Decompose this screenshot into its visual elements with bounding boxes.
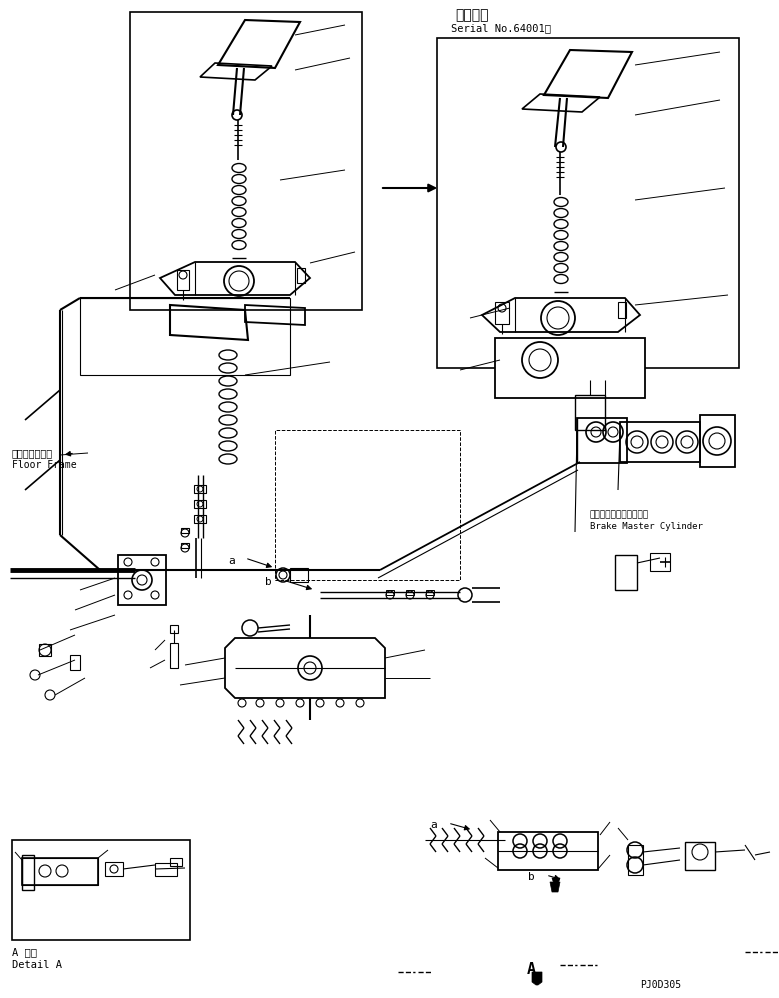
- Bar: [615, 555, 637, 590]
- Bar: [170, 643, 178, 668]
- Text: ブレーキマスタシリンダ: ブレーキマスタシリンダ: [590, 510, 649, 519]
- Text: Floor Frame: Floor Frame: [12, 460, 76, 470]
- Text: a: a: [228, 556, 234, 566]
- Bar: [575, 395, 605, 430]
- Bar: [118, 555, 166, 605]
- Bar: [12, 840, 190, 940]
- Text: Brake Master Cylinder: Brake Master Cylinder: [590, 522, 703, 531]
- Bar: [155, 863, 177, 876]
- Text: b: b: [528, 872, 534, 882]
- Bar: [105, 862, 123, 876]
- Bar: [170, 625, 178, 633]
- Bar: [290, 568, 308, 582]
- Bar: [194, 515, 206, 523]
- Bar: [181, 528, 189, 533]
- Bar: [495, 302, 509, 324]
- Bar: [426, 590, 434, 595]
- Bar: [620, 422, 700, 462]
- Bar: [700, 415, 735, 467]
- Text: 適用号機: 適用号機: [455, 8, 488, 22]
- Text: PJ0D305: PJ0D305: [640, 980, 681, 990]
- Bar: [181, 543, 189, 548]
- Polygon shape: [532, 972, 542, 985]
- Bar: [177, 270, 189, 290]
- Text: Serial No.64001～: Serial No.64001～: [451, 23, 551, 33]
- Bar: [297, 268, 305, 283]
- Bar: [170, 858, 182, 866]
- Bar: [618, 302, 626, 318]
- Bar: [577, 418, 627, 463]
- Bar: [495, 338, 645, 398]
- Bar: [628, 845, 643, 875]
- Bar: [22, 855, 34, 890]
- Bar: [130, 12, 362, 310]
- Text: A: A: [527, 962, 536, 977]
- Bar: [194, 500, 206, 508]
- Text: フロアフレーム: フロアフレーム: [12, 448, 53, 458]
- Bar: [386, 590, 394, 595]
- Bar: [275, 430, 460, 580]
- Polygon shape: [550, 882, 560, 892]
- Bar: [650, 553, 670, 571]
- Bar: [685, 842, 715, 870]
- Bar: [406, 590, 414, 595]
- Text: Detail A: Detail A: [12, 960, 62, 970]
- Bar: [22, 858, 98, 885]
- Text: b: b: [265, 577, 272, 587]
- Bar: [70, 655, 80, 670]
- Bar: [39, 644, 51, 656]
- Text: A 詳細: A 詳細: [12, 947, 37, 957]
- Bar: [194, 485, 206, 493]
- Bar: [498, 832, 598, 870]
- Polygon shape: [552, 878, 560, 890]
- Bar: [437, 38, 739, 368]
- Text: a: a: [430, 820, 437, 830]
